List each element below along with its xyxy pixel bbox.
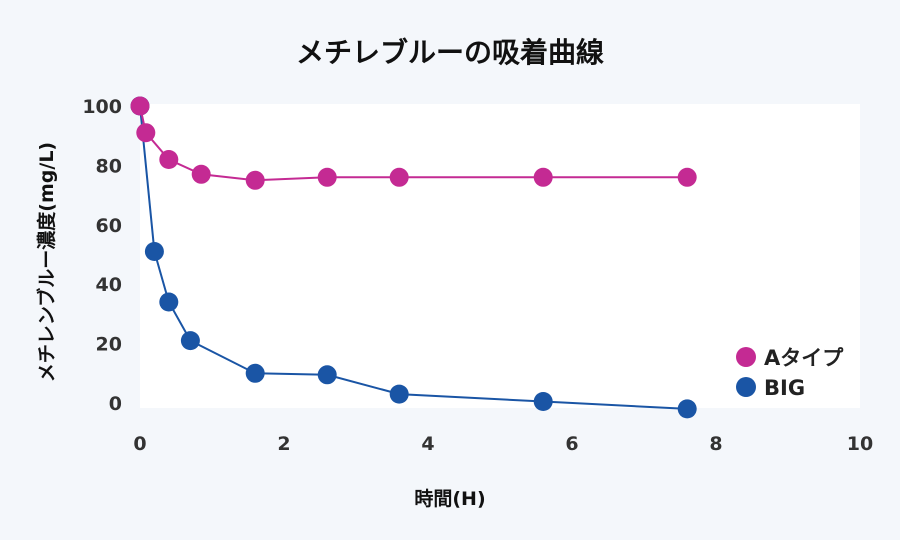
legend: Aタイプ BIG: [736, 346, 844, 400]
data-point: [533, 392, 553, 411]
x-tick-label: 10: [847, 433, 873, 455]
y-tick-label: 40: [96, 274, 122, 296]
legend-label: Aタイプ: [764, 346, 844, 370]
data-point: [389, 167, 409, 187]
y-tick-label: 0: [109, 393, 122, 415]
legend-label: BIG: [764, 376, 805, 400]
data-point: [144, 242, 164, 261]
legend-marker: [736, 377, 756, 397]
data-point: [317, 167, 337, 187]
x-tick-label: 0: [133, 433, 146, 455]
data-point: [245, 363, 265, 383]
y-axis-label: メチレンブルー濃度(mg/L): [35, 142, 58, 382]
data-point: [389, 384, 409, 404]
data-point: [159, 150, 179, 169]
data-point: [130, 96, 150, 116]
data-point: [159, 292, 179, 312]
data-point: [677, 167, 697, 187]
chart-title: メチレブルーの吸着曲線: [296, 36, 604, 69]
x-tick-label: 8: [709, 433, 722, 455]
data-point: [317, 365, 337, 385]
data-point: [136, 123, 156, 143]
x-tick-label: 6: [565, 433, 578, 455]
data-point: [245, 170, 265, 190]
x-axis-ticks: 0 2 4 6 8 10: [133, 433, 873, 455]
legend-marker: [736, 347, 756, 367]
series-a-type: [130, 96, 697, 190]
x-axis-label: 時間(H): [414, 488, 485, 510]
y-tick-label: 20: [96, 334, 122, 356]
x-tick-label: 4: [421, 433, 434, 455]
data-point: [180, 331, 200, 351]
y-tick-label: 60: [96, 215, 122, 237]
x-tick-label: 2: [277, 433, 290, 455]
data-point: [191, 164, 211, 184]
y-tick-label: 100: [82, 96, 122, 118]
data-point: [677, 399, 697, 419]
series-layer: [130, 96, 697, 419]
y-tick-label: 80: [96, 155, 122, 177]
data-point: [533, 167, 553, 187]
y-axis-ticks: 0 20 40 60 80 100: [82, 96, 122, 415]
